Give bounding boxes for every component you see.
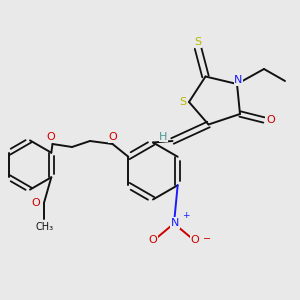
- Text: O: O: [31, 197, 40, 208]
- Text: −: −: [203, 234, 211, 244]
- Text: S: S: [179, 97, 187, 107]
- Text: CH₃: CH₃: [35, 221, 53, 232]
- Text: O: O: [266, 115, 275, 125]
- Text: O: O: [148, 235, 158, 245]
- Text: H: H: [159, 131, 168, 142]
- Text: O: O: [109, 132, 118, 142]
- Text: O: O: [190, 235, 200, 245]
- Text: +: +: [182, 211, 190, 220]
- Text: O: O: [46, 132, 56, 142]
- Text: N: N: [234, 75, 243, 85]
- Text: N: N: [170, 218, 179, 228]
- Text: S: S: [194, 37, 202, 47]
